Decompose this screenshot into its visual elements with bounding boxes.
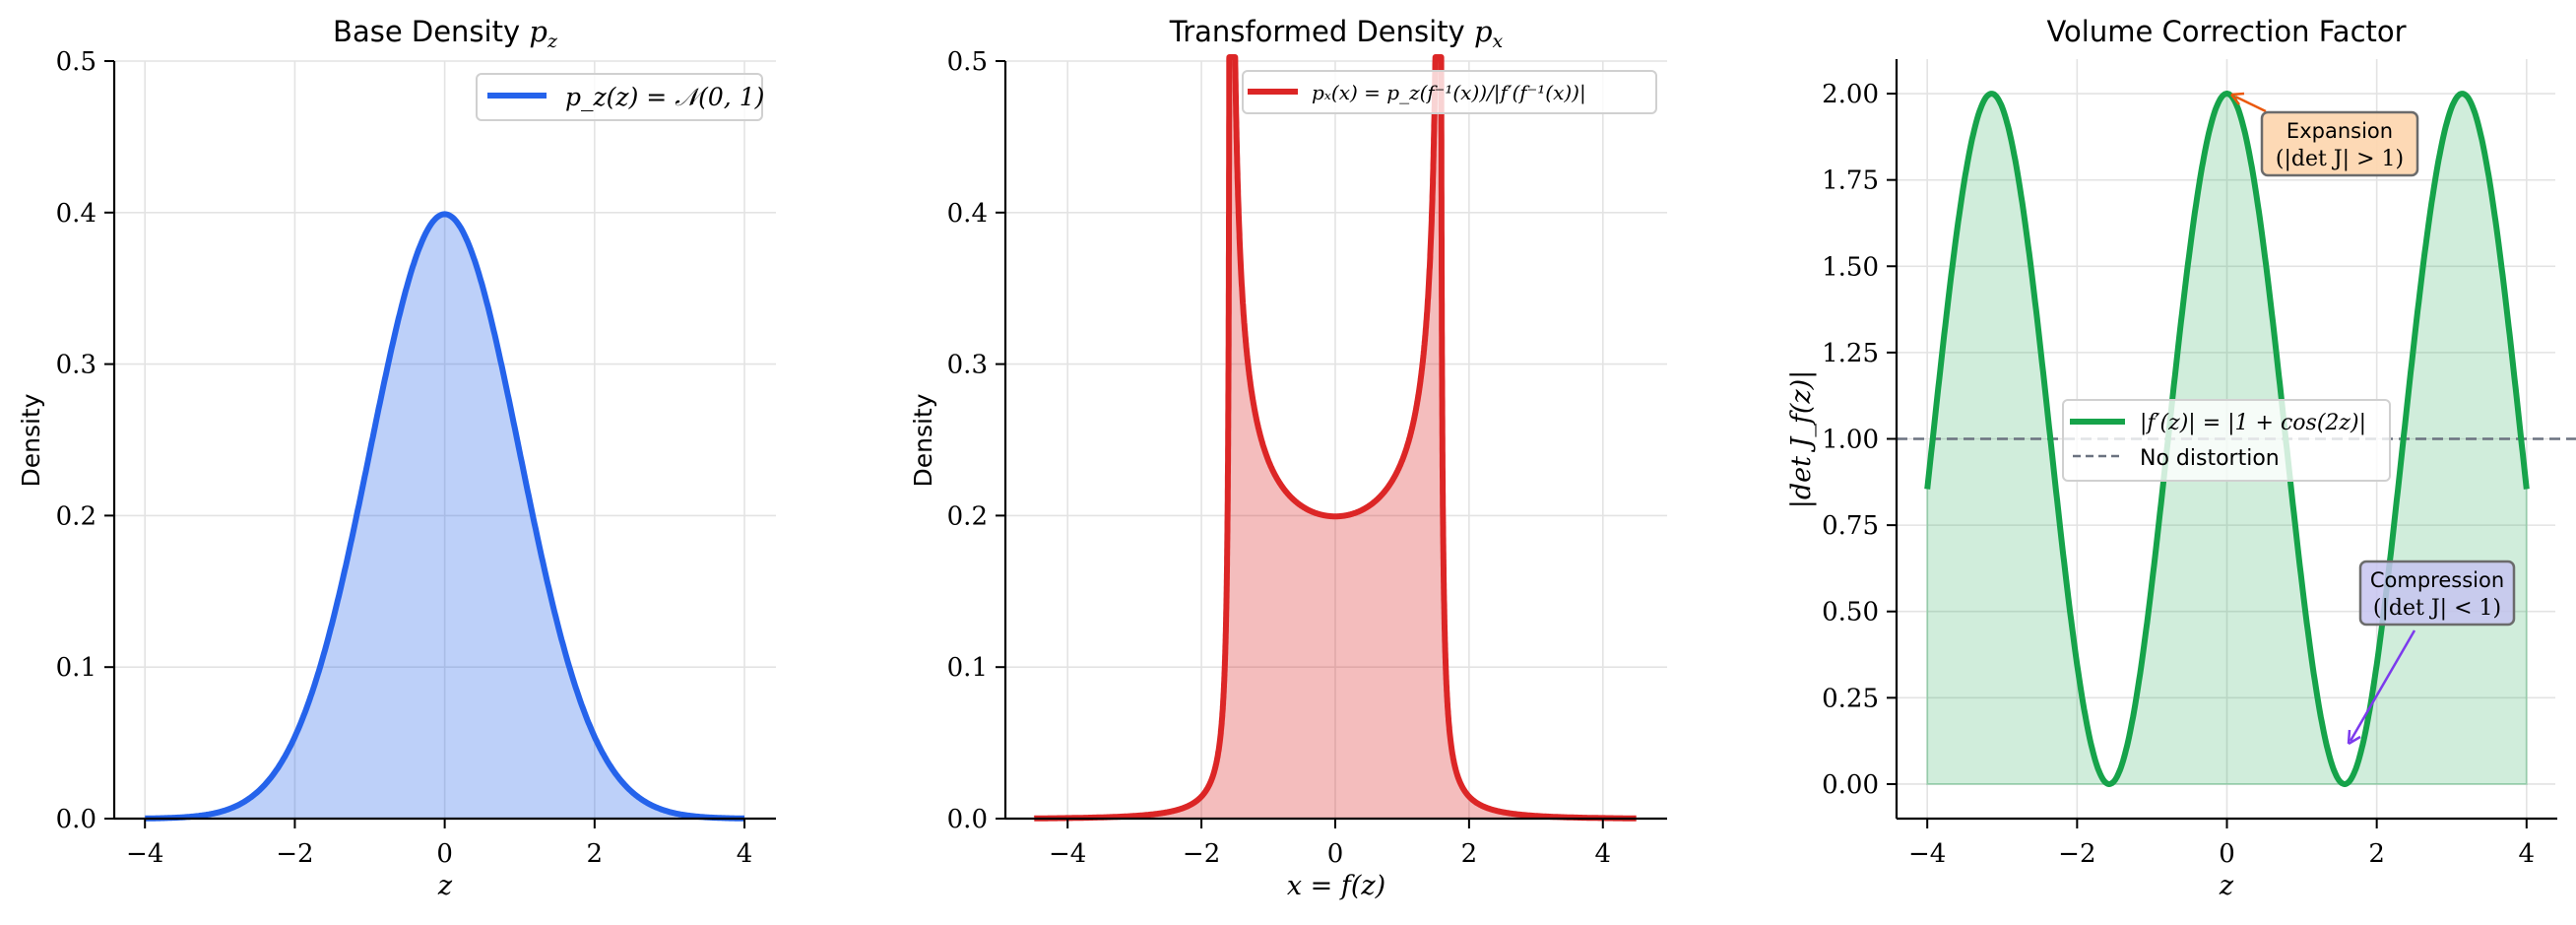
y-tick-label: 0.5 xyxy=(947,47,988,77)
compression-arrow xyxy=(2349,629,2416,742)
y-tick-label: 1.50 xyxy=(1822,252,1879,282)
y-ticks: 0.0 0.1 0.2 0.3 0.4 0.5 xyxy=(56,47,114,834)
expansion-condition: (|det J| > 1) xyxy=(2276,147,2404,171)
y-tick-label: 0.0 xyxy=(947,805,988,834)
x-tick-label: 0 xyxy=(436,839,453,869)
x-ticks: −4 −2 0 2 4 xyxy=(1049,819,1611,869)
y-tick-label: 0.75 xyxy=(1822,511,1879,541)
y-tick-label: 1.25 xyxy=(1822,339,1879,368)
legend: p_z(z) = 𝒩(0, 1) xyxy=(476,73,764,121)
transformed-density-curve xyxy=(1031,54,1640,822)
volume-curve xyxy=(1924,91,2530,787)
base-density-fill xyxy=(145,214,744,819)
legend-label-curve: |f′(z)| = |1 + cos(2z)| xyxy=(2140,411,2366,435)
panel-volume-correction: 0.000.250.500.751.001.251.501.752.00 −4−… xyxy=(1786,15,2576,901)
x-tick-label: 0 xyxy=(2219,839,2235,869)
annotation-expansion: Expansion (|det J| > 1) xyxy=(2230,92,2419,177)
x-tick-label: −2 xyxy=(1183,839,1220,869)
base-density-curve xyxy=(143,211,746,822)
y-tick-label: 1.75 xyxy=(1822,166,1879,196)
x-tick-label: 4 xyxy=(2519,839,2536,869)
y-tick-label: 0.1 xyxy=(947,653,988,683)
x-axis-label: z xyxy=(437,871,453,901)
y-tick-label: 0.4 xyxy=(947,199,988,229)
legend-label: pₓ(x) = p_z(f⁻¹(x))/|f′(f⁻¹(x))| xyxy=(1312,81,1586,105)
x-axis-label: x = f(z) xyxy=(1287,871,1385,901)
compression-condition: (|det J| < 1) xyxy=(2373,596,2501,621)
y-tick-label: 0.00 xyxy=(1822,770,1879,800)
y-tick-label: 0.2 xyxy=(56,501,97,531)
x-tick-label: 2 xyxy=(2368,839,2385,869)
transformed-density-fill xyxy=(1034,57,1637,819)
expansion-arrowhead xyxy=(2230,92,2245,105)
y-tick-label: 0.3 xyxy=(947,351,988,380)
gridlines xyxy=(1005,60,1667,820)
legend-label-reference: No distortion xyxy=(2140,446,2280,471)
y-tick-label: 0.2 xyxy=(947,501,988,531)
x-tick-label: 4 xyxy=(737,839,753,869)
x-tick-label: −4 xyxy=(126,839,163,869)
y-tick-label: 0.25 xyxy=(1822,684,1879,713)
y-tick-label: 1.00 xyxy=(1822,426,1879,455)
y-tick-label: 0.1 xyxy=(56,653,97,683)
x-tick-label: −2 xyxy=(2058,839,2095,869)
chart-title: Volume Correction Factor xyxy=(2046,15,2406,48)
chart-title: Transformed Density px xyxy=(1169,15,1504,52)
x-tick-label: 2 xyxy=(587,839,604,869)
y-tick-label: 0.50 xyxy=(1822,598,1879,628)
y-tick-label: 0.0 xyxy=(56,805,97,834)
y-axis-label: |det J_f(z)| xyxy=(1786,370,1817,509)
annotation-compression: Compression (|det J| < 1) xyxy=(2347,560,2516,746)
expansion-arrow xyxy=(2234,95,2267,113)
y-ticks: 0.00 0.25 0.50 0.75 1.00 1.25 1.50 1.75 2.00 xyxy=(1822,80,1897,800)
x-tick-label: −4 xyxy=(1908,839,1946,869)
x-tick-label: 4 xyxy=(1594,839,1611,869)
axes-spines xyxy=(1003,61,1667,821)
x-ticks: −4 −2 0 2 4 xyxy=(126,819,752,869)
y-axis-label: Density xyxy=(17,393,45,487)
chart-title: Base Density pz xyxy=(333,15,558,52)
compression-arrowhead xyxy=(2347,729,2361,746)
compression-label: Compression xyxy=(2370,568,2504,592)
y-tick-label: 0.4 xyxy=(56,199,97,229)
legend: |f′(z)| = |1 + cos(2z)| No distortion xyxy=(2062,399,2391,482)
panel-transformed-density: 0.0 0.1 0.2 0.3 0.4 0.5 −4 −2 0 2 4 Transformed D… xyxy=(909,15,1667,901)
y-ticks: 0.0 0.1 0.2 0.3 0.4 0.5 xyxy=(947,47,1005,834)
y-tick-label: 0.3 xyxy=(56,351,97,380)
x-tick-label: −4 xyxy=(1049,839,1086,869)
legend: pₓ(x) = p_z(f⁻¹(x))/|f′(f⁻¹(x))| xyxy=(1242,70,1657,114)
expansion-label: Expansion xyxy=(2286,119,2393,143)
y-tick-label: 0.5 xyxy=(56,47,97,77)
y-axis-label: Density xyxy=(909,393,937,487)
panel-base-density: 0.0 0.1 0.2 0.3 0.4 0.5 −4 −2 0 2 4 Base Density … xyxy=(17,15,776,901)
x-axis-label: z xyxy=(2219,871,2234,901)
y-tick-label: 2.00 xyxy=(1822,80,1879,109)
x-ticks: −4 −2 0 2 4 xyxy=(1908,819,2535,869)
x-tick-label: 0 xyxy=(1327,839,1344,869)
x-tick-label: 2 xyxy=(1461,839,1478,869)
legend-label: p_z(z) = 𝒩(0, 1) xyxy=(565,83,764,111)
x-tick-label: −2 xyxy=(276,839,313,869)
